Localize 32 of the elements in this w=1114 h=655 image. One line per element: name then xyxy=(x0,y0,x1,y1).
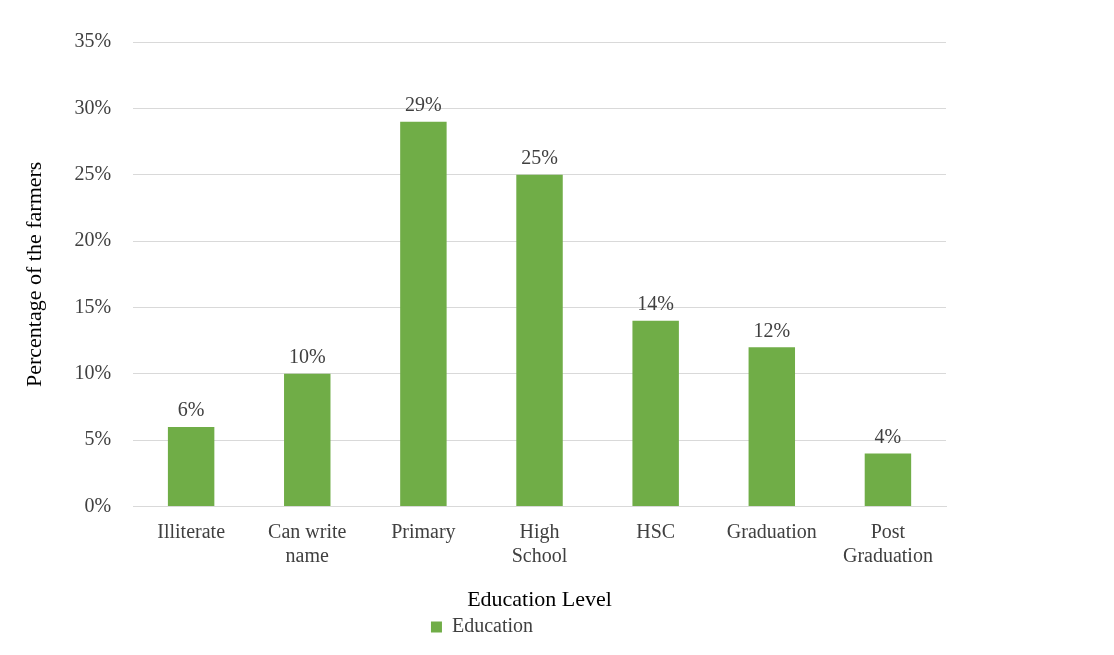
bar xyxy=(284,373,331,507)
bar xyxy=(748,347,796,507)
data-label: 4% xyxy=(874,424,902,447)
data-label: 29% xyxy=(405,92,442,115)
x-axis-title: Education Level xyxy=(467,585,612,611)
x-tick-label: Post Graduation xyxy=(842,519,933,566)
x-tick-label: Primary xyxy=(391,519,456,543)
bar xyxy=(864,453,912,507)
bar xyxy=(516,174,563,507)
x-tick-label: Graduation xyxy=(726,519,817,542)
data-label: 12% xyxy=(753,318,791,341)
y-tick-label: 20% xyxy=(74,228,112,251)
bar xyxy=(632,320,679,507)
legend-label: Education xyxy=(451,614,534,637)
x-tick-label: Can write name xyxy=(268,519,347,566)
y-tick-label: 35% xyxy=(74,29,112,52)
x-tick-label: Illiterate xyxy=(157,519,226,542)
y-tick-label: 0% xyxy=(84,493,112,516)
y-tick-label: 15% xyxy=(74,294,112,317)
y-axis-title: Percentage of the farmers xyxy=(20,161,46,387)
data-label: 6% xyxy=(177,398,205,421)
bar xyxy=(167,426,215,507)
y-tick-label: 30% xyxy=(74,95,112,118)
bar xyxy=(400,121,447,507)
data-label: 14% xyxy=(637,292,674,315)
x-tick-label: High School xyxy=(511,519,568,566)
y-tick-label: 25% xyxy=(74,161,112,184)
data-label: 10% xyxy=(288,345,326,368)
y-tick-label: 10% xyxy=(74,361,112,384)
x-tick-label: HSC xyxy=(636,519,676,542)
y-tick-label: 5% xyxy=(84,427,112,450)
data-label: 25% xyxy=(521,145,558,168)
